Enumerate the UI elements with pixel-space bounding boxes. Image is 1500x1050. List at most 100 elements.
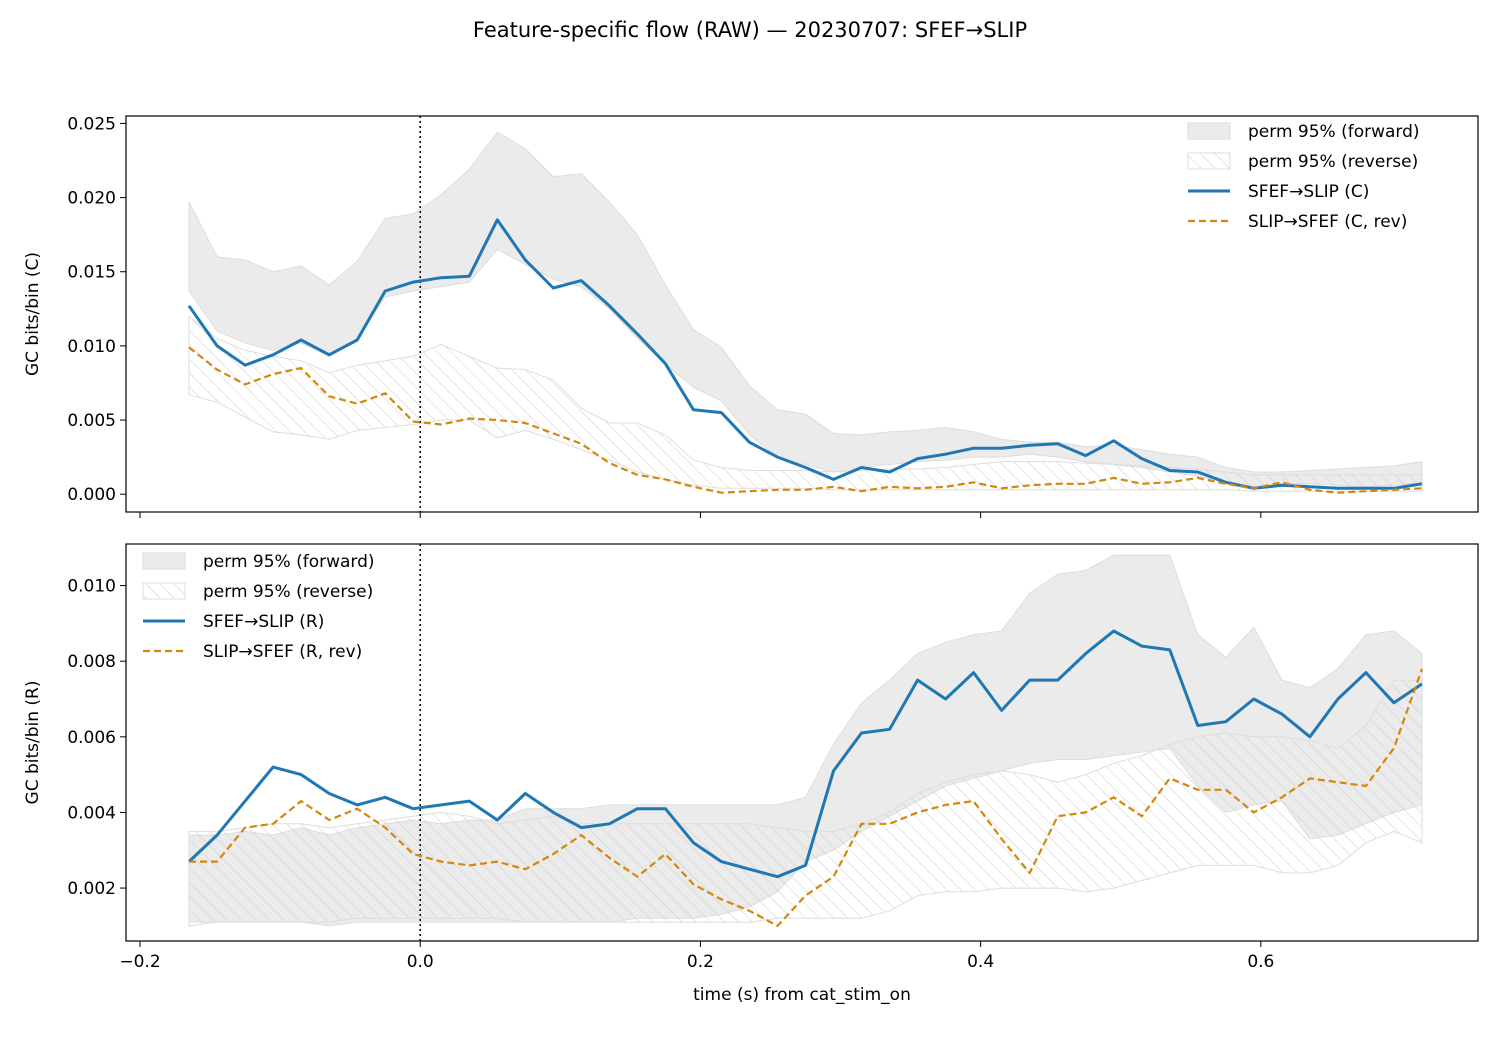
legend-label: perm 95% (forward) bbox=[1248, 122, 1420, 142]
forward-flow-point bbox=[440, 804, 443, 807]
forward-flow-point bbox=[972, 447, 975, 450]
legend-label: SFEF→SLIP (C) bbox=[1248, 182, 1369, 202]
reverse-flow-point bbox=[720, 898, 723, 901]
reverse-flow-point bbox=[1337, 491, 1340, 494]
forward-flow-point bbox=[1337, 698, 1340, 701]
y-tick-label: 0.006 bbox=[67, 728, 116, 748]
reverse-flow-point bbox=[944, 804, 947, 807]
forward-flow-point bbox=[1337, 487, 1340, 490]
reverse-flow-point bbox=[972, 481, 975, 484]
reverse-flow-point bbox=[972, 800, 975, 803]
legend-label: perm 95% (reverse) bbox=[203, 582, 373, 602]
forward-flow-point bbox=[496, 218, 499, 221]
forward-flow-point bbox=[1084, 652, 1087, 655]
reverse-flow-point bbox=[412, 853, 415, 856]
reverse-flow-point bbox=[244, 383, 247, 386]
reverse-flow-point bbox=[1056, 815, 1059, 818]
forward-flow-point bbox=[1365, 671, 1368, 674]
reverse-flow-point bbox=[496, 860, 499, 863]
forward-flow-point bbox=[1000, 709, 1003, 712]
reverse-flow-point bbox=[860, 490, 863, 493]
legend-label: perm 95% (forward) bbox=[203, 552, 375, 572]
x-tick-label: −0.2 bbox=[119, 952, 160, 972]
y-tick-label: 0.025 bbox=[67, 114, 116, 134]
forward-flow-point bbox=[748, 868, 751, 871]
reverse-flow-point bbox=[580, 442, 583, 445]
legend-label: SLIP→SFEF (R, rev) bbox=[203, 642, 362, 662]
forward-flow-line bbox=[187, 629, 1423, 879]
reverse-flow-point bbox=[580, 834, 583, 837]
y-tick-label: 0.000 bbox=[67, 485, 116, 505]
reverse-flow-point bbox=[1140, 815, 1143, 818]
reverse-flow-point bbox=[664, 853, 667, 856]
reverse-flow-point bbox=[804, 488, 807, 491]
reverse-flow-point bbox=[1337, 781, 1340, 784]
reverse-flow-point bbox=[412, 420, 415, 423]
y-tick-label: 0.008 bbox=[67, 652, 116, 672]
reverse-flow-point bbox=[1309, 488, 1312, 491]
forward-flow-point bbox=[720, 860, 723, 863]
forward-flow-point bbox=[608, 822, 611, 825]
reverse-flow-point bbox=[440, 860, 443, 863]
y-tick-label: 0.010 bbox=[67, 577, 116, 597]
reverse-flow-point bbox=[1365, 490, 1368, 493]
forward-flow-point bbox=[1168, 649, 1171, 652]
reverse-flow-point bbox=[916, 487, 919, 490]
reverse-flow-point bbox=[1168, 777, 1171, 780]
forward-flow-point bbox=[860, 466, 863, 469]
legend-swatch-reverse-band bbox=[1187, 152, 1231, 170]
forward-flow-point bbox=[944, 453, 947, 456]
reverse-flow-point bbox=[272, 822, 275, 825]
forward-flow-point bbox=[440, 276, 443, 279]
reverse-flow-point bbox=[776, 925, 779, 928]
reverse-flow-point bbox=[216, 860, 219, 863]
forward-flow-point bbox=[636, 333, 639, 336]
forward-flow-point bbox=[1281, 484, 1284, 487]
reverse-flow-point bbox=[1084, 482, 1087, 485]
forward-flow-point bbox=[412, 281, 415, 284]
reverse-flow-line bbox=[188, 346, 1423, 494]
plot-frame bbox=[125, 543, 1479, 942]
reverse-flow-point bbox=[1000, 838, 1003, 841]
reverse-flow-point bbox=[1196, 477, 1199, 480]
forward-flow-point bbox=[776, 875, 779, 878]
reverse-flow-point bbox=[748, 909, 751, 912]
forward-flow-point bbox=[328, 792, 331, 795]
y-axis-label: GC bits/bin (R) bbox=[23, 681, 43, 805]
legend: perm 95% (forward) perm 95% (reverse) SFEF… bbox=[1187, 122, 1420, 232]
reverse-flow-point bbox=[608, 856, 611, 859]
reverse-flow-point bbox=[748, 490, 751, 493]
forward-flow-point bbox=[328, 353, 331, 356]
reverse-flow-point bbox=[1196, 788, 1199, 791]
reverse-flow-point bbox=[468, 417, 471, 420]
reverse-flow-point bbox=[356, 402, 359, 405]
forward-flow-point bbox=[832, 478, 835, 481]
forward-flow-point bbox=[272, 353, 275, 356]
forward-flow-point bbox=[384, 796, 387, 799]
y-tick-label: 0.005 bbox=[67, 411, 116, 431]
reverse-flow-point bbox=[496, 419, 499, 422]
forward-flow-point bbox=[468, 275, 471, 278]
reverse-flow-point bbox=[1393, 488, 1396, 491]
reverse-flow-point bbox=[1112, 796, 1115, 799]
figure-title: Feature-specific flow (RAW) — 20230707: … bbox=[472, 18, 1028, 42]
legend-label: SFEF→SLIP (R) bbox=[203, 612, 324, 632]
forward-flow-point bbox=[1112, 439, 1115, 442]
reverse-flow-point bbox=[692, 883, 695, 886]
legend-swatch-forward-band bbox=[142, 552, 186, 570]
forward-flow-point bbox=[916, 457, 919, 460]
forward-flow-point bbox=[1252, 698, 1255, 701]
reverse-flow-point bbox=[860, 822, 863, 825]
forward-flow-point bbox=[748, 441, 751, 444]
forward-flow-point bbox=[524, 792, 527, 795]
forward-flow-point bbox=[888, 471, 891, 474]
y-axis-label: GC bits/bin (C) bbox=[23, 252, 43, 376]
x-tick-label: 0.6 bbox=[1247, 952, 1274, 972]
reverse-flow-point bbox=[1168, 481, 1171, 484]
plot-frame bbox=[125, 115, 1479, 513]
forward-flow-point bbox=[244, 800, 247, 803]
reverse-flow-point bbox=[216, 368, 219, 371]
x-axis-label: time (s) from cat_stim_on bbox=[693, 985, 911, 1005]
forward-flow-point bbox=[580, 279, 583, 282]
